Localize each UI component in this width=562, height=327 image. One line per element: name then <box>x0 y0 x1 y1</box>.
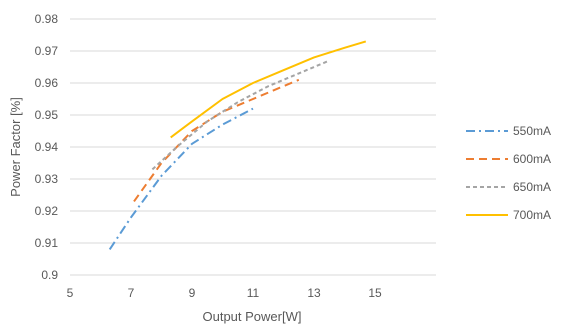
legend-label: 550mA <box>513 124 551 138</box>
series-line-650mA <box>151 59 330 171</box>
x-tick-label: 9 <box>189 286 196 300</box>
y-tick-label: 0.92 <box>35 204 59 218</box>
y-tick-label: 0.9 <box>41 268 58 282</box>
y-tick-label: 0.94 <box>35 140 59 154</box>
series-line-600mA <box>133 78 300 202</box>
legend: 550mA 600mA 650mA 700mA <box>466 124 551 222</box>
y-axis-title: Power Factor [%] <box>8 97 23 197</box>
x-tick-label: 11 <box>247 286 260 300</box>
y-tick-label: 0.93 <box>35 172 59 186</box>
x-tick-label: 15 <box>368 286 382 300</box>
legend-label: 650mA <box>513 180 551 194</box>
y-tick-label: 0.95 <box>35 108 59 122</box>
legend-label: 600mA <box>513 152 551 166</box>
y-tick-label: 0.96 <box>35 76 59 90</box>
series-lines <box>108 40 367 250</box>
y-tick-label: 0.98 <box>35 12 59 26</box>
series-line-550mA <box>108 107 254 250</box>
legend-label: 700mA <box>513 208 551 222</box>
series-line-700mA <box>170 40 367 139</box>
x-tick-label: 7 <box>128 286 135 300</box>
y-tick-label: 0.97 <box>35 44 59 58</box>
grid <box>70 18 436 276</box>
tick-labels: 0.9 0.91 0.92 0.93 0.94 0.95 0.96 0.97 0.98 5 7 9 11… <box>35 12 382 300</box>
x-axis-title: Output Power[W] <box>203 309 302 324</box>
x-tick-label: 13 <box>307 286 321 300</box>
x-tick-label: 5 <box>67 286 74 300</box>
y-tick-label: 0.91 <box>35 236 59 250</box>
